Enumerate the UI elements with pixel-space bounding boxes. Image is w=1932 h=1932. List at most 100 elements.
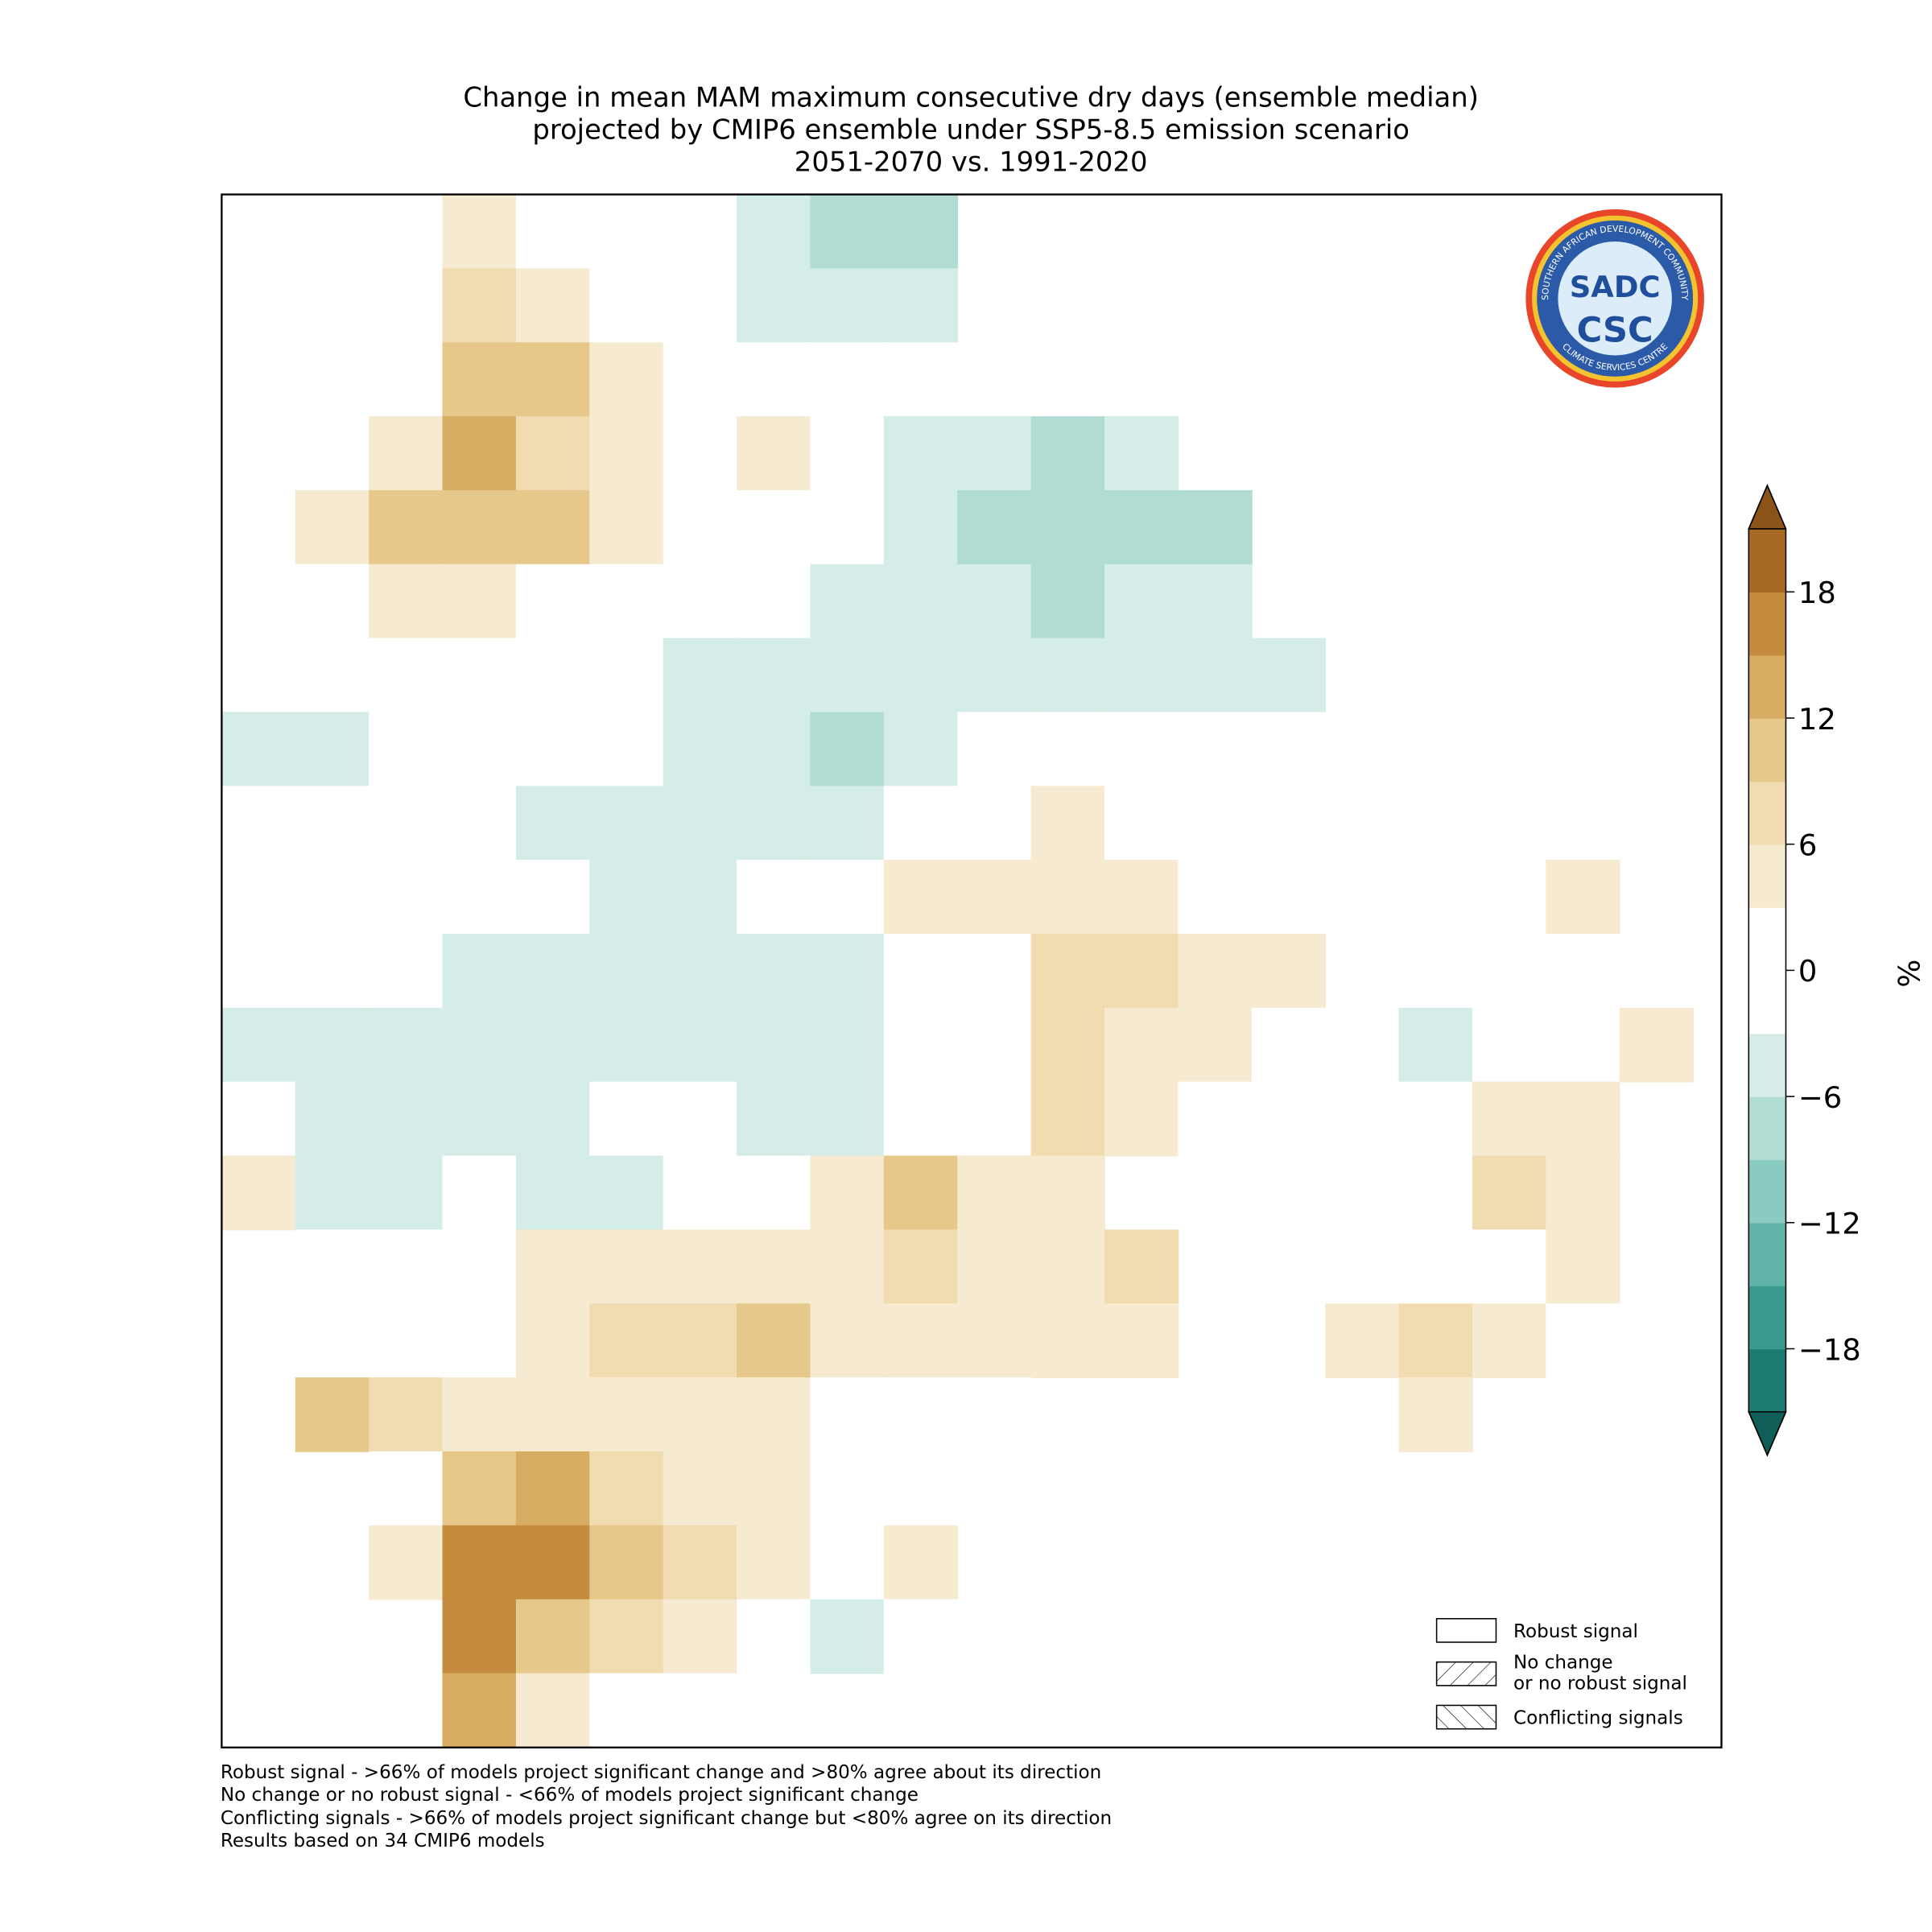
- grid-cell: [442, 1155, 517, 1231]
- grid-cell: [663, 564, 738, 639]
- grid-cell: [1178, 860, 1253, 935]
- footnote: Conflicting signals - >66% of models pro…: [221, 1808, 1112, 1829]
- grid-cell: [589, 1451, 664, 1526]
- grid-cell: [883, 786, 959, 861]
- grid-cell: [1030, 638, 1105, 713]
- grid-cell: [442, 712, 517, 787]
- grid-cell: [369, 860, 444, 935]
- grid-cell: [589, 342, 664, 417]
- legend-label: Conflicting signals: [1513, 1708, 1683, 1729]
- grid-cell: [663, 712, 738, 787]
- grid-cell: [1251, 786, 1327, 861]
- grid-cell: [1030, 1081, 1105, 1157]
- grid-cell: [1104, 489, 1179, 565]
- grid-cell: [1178, 1081, 1253, 1157]
- grid-cell: [883, 1451, 959, 1526]
- grid-cell: [883, 1525, 959, 1600]
- colorbar-segment: [1748, 781, 1786, 845]
- grid-cell: [442, 416, 517, 491]
- grid-cell: [1104, 1303, 1179, 1379]
- grid-cell: [589, 934, 664, 1009]
- grid-cell: [295, 1155, 370, 1231]
- grid-cell: [515, 1599, 591, 1674]
- grid-cell: [442, 194, 517, 270]
- colorbar-segment: [1748, 844, 1786, 908]
- grid-cell: [515, 342, 591, 417]
- footnote: No change or no robust signal - <66% of …: [221, 1785, 919, 1806]
- grid-cell: [515, 860, 591, 935]
- grid-cell: [369, 638, 444, 713]
- grid-cell: [515, 1081, 591, 1157]
- grid-cell: [810, 1451, 885, 1526]
- grid-cell: [295, 489, 370, 565]
- grid-cell: [1251, 860, 1327, 935]
- grid-cell: [589, 1007, 664, 1083]
- grid-cell: [221, 860, 296, 935]
- grid-cell: [221, 786, 296, 861]
- colorbar-extend-max: [1748, 484, 1787, 530]
- grid-cell: [1546, 1229, 1620, 1305]
- grid-cell: [1398, 1155, 1473, 1231]
- grid-cell: [957, 1081, 1032, 1157]
- grid-cell: [810, 416, 885, 491]
- grid-cell: [295, 786, 370, 861]
- grid-cell: [515, 1673, 591, 1748]
- grid-cell: [810, 1229, 885, 1305]
- grid-cell: [369, 564, 444, 639]
- grid-cell: [957, 1229, 1032, 1305]
- grid-cell: [663, 1081, 738, 1157]
- grid-cell: [1398, 1377, 1473, 1452]
- logo: SOUTHERN AFRICAN DEVELOPMENT COMMUNITY C…: [1525, 209, 1704, 388]
- grid-cell: [1546, 934, 1620, 1009]
- grid-cell: [442, 1303, 517, 1379]
- grid-cell: [1325, 1155, 1400, 1231]
- grid-cell: [1546, 1007, 1620, 1083]
- grid-cell: [810, 786, 885, 861]
- colorbar-tick-label: −18: [1798, 1332, 1861, 1367]
- legend: Robust signal No change or no robust sign…: [1435, 1618, 1687, 1730]
- grid-cell: [442, 1229, 517, 1305]
- grid-cell: [737, 1229, 811, 1305]
- grid-cell: [515, 1007, 591, 1083]
- grid-cell: [1398, 1007, 1473, 1083]
- grid-cell: [1104, 638, 1179, 713]
- grid-cell: [883, 638, 959, 713]
- grid-cell: [442, 1525, 517, 1600]
- grid-cell: [737, 342, 811, 417]
- grid-cell: [957, 489, 1032, 565]
- grid-cell: [957, 1377, 1032, 1452]
- grid-cell: [1178, 638, 1253, 713]
- grid-cell: [737, 638, 811, 713]
- grid-cell: [221, 1155, 296, 1231]
- grid-cell: [810, 268, 885, 344]
- grid-cell: [1030, 1303, 1105, 1379]
- legend-label: No change or no robust signal: [1513, 1652, 1687, 1694]
- grid-cell: [589, 786, 664, 861]
- grid-cell: [957, 712, 1032, 787]
- footnote: Robust signal - >66% of models project s…: [221, 1762, 1101, 1783]
- title-line: 2051-2070 vs. 1991-2020: [795, 146, 1148, 177]
- grid-cell: [1030, 1229, 1105, 1305]
- grid-cell: [737, 268, 811, 344]
- grid-cell: [589, 1673, 664, 1748]
- grid-cell: [515, 564, 591, 639]
- grid-cell: [515, 489, 591, 565]
- grid-cell: [663, 1007, 738, 1083]
- grid-cell: [737, 1377, 811, 1452]
- grid-cell: [663, 1303, 738, 1379]
- grid-cell: [737, 1525, 811, 1600]
- grid-cell: [663, 786, 738, 861]
- grid-cell: [883, 194, 959, 270]
- grid-cell: [883, 1377, 959, 1452]
- grid-cell: [810, 1525, 885, 1600]
- grid-cell: [810, 638, 885, 713]
- grid-cell: [1104, 1081, 1179, 1157]
- grid-cell: [515, 1377, 591, 1452]
- colorbar-segment: [1748, 592, 1786, 656]
- grid-cell: [663, 1155, 738, 1231]
- grid-cell: [442, 489, 517, 565]
- grid-cell: [1251, 934, 1327, 1009]
- grid-cell: [1178, 564, 1253, 639]
